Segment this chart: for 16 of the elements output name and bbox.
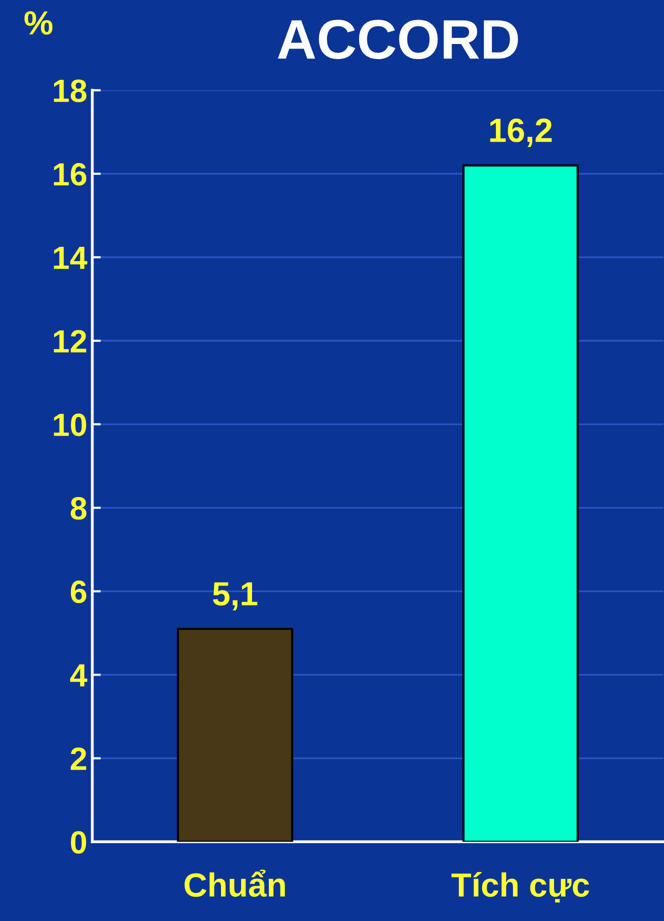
y-tick-label: 14 [54, 246, 88, 269]
x-tick-label: Chuẩn [184, 870, 285, 897]
data-label: 16,2 [490, 118, 552, 147]
y-tick-label: 4 [70, 664, 88, 686]
chart-title: ACCORD [278, 20, 518, 60]
data-label: 5,1 [212, 582, 258, 610]
y-tick-label: 0 [70, 831, 86, 854]
x-tick-label: Tích cực [451, 872, 590, 902]
y-tick-label: 12 [54, 330, 86, 352]
y-tick-label: 6 [70, 580, 86, 604]
y-tick-label: 8 [70, 497, 86, 520]
y-tick-label: 18 [54, 80, 86, 102]
y-tick-label: 10 [54, 414, 86, 436]
y-tick-label: 16 [54, 163, 86, 186]
y-axis-title: % [24, 11, 52, 35]
y-tick-label: 2 [70, 748, 86, 770]
